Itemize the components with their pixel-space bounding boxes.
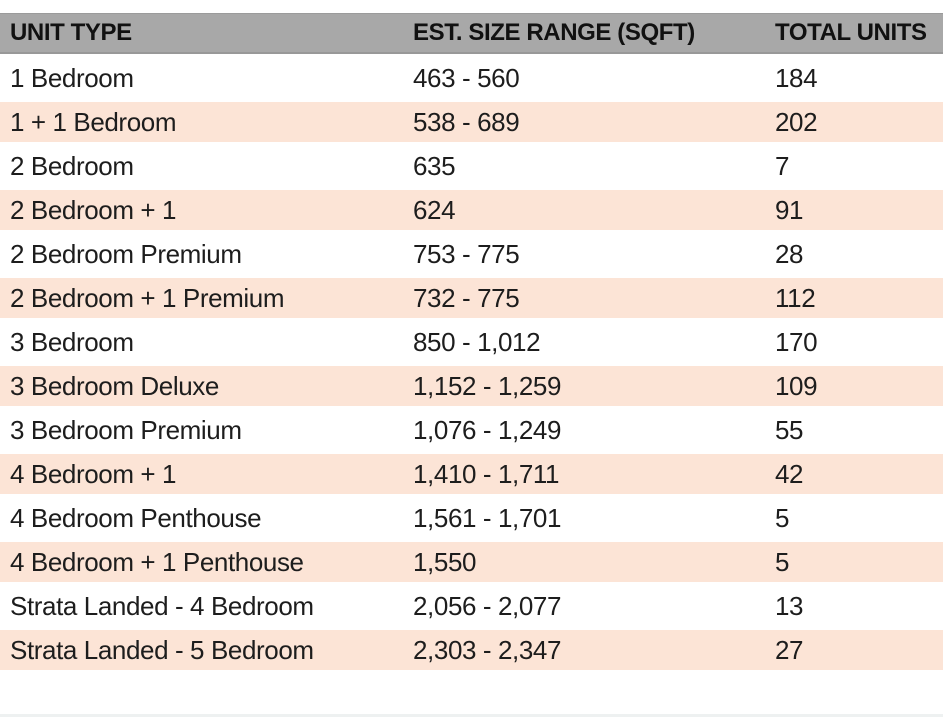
total-units-cell: 91 — [775, 194, 804, 225]
total-units-cell: 5 — [775, 502, 790, 533]
header-unit-type: UNIT TYPE — [10, 19, 132, 46]
table-row: 4 Bedroom + 1 1,410 - 1,711 42 — [0, 450, 943, 494]
unit-type-cell: 2 Bedroom + 1 Premium — [10, 282, 285, 313]
table-row: 4 Bedroom + 1 Penthouse 1,550 5 — [0, 538, 943, 582]
table-row: 3 Bedroom Premium 1,076 - 1,249 55 — [0, 406, 943, 450]
table-row: 3 Bedroom 850 - 1,012 170 — [0, 318, 943, 362]
table-row: 2 Bedroom + 1 624 91 — [0, 186, 943, 230]
total-units-cell: 184 — [775, 62, 818, 93]
unit-mix-table: UNIT TYPE EST. SIZE RANGE (SQFT) TOTAL U… — [0, 13, 943, 670]
unit-type-cell: 3 Bedroom — [10, 326, 134, 357]
table-row: 4 Bedroom Penthouse 1,561 - 1,701 5 — [0, 494, 943, 538]
table-row: 2 Bedroom + 1 Premium 732 - 775 112 — [0, 274, 943, 318]
size-range-cell: 1,550 — [413, 546, 477, 577]
size-range-cell: 1,561 - 1,701 — [413, 502, 562, 533]
size-range-cell: 1,076 - 1,249 — [413, 414, 562, 445]
table-row: Strata Landed - 5 Bedroom 2,303 - 2,347 … — [0, 626, 943, 670]
size-range-cell: 2,056 - 2,077 — [413, 590, 562, 621]
unit-type-cell: 2 Bedroom + 1 — [10, 194, 177, 225]
total-units-cell: 5 — [775, 546, 790, 577]
size-range-cell: 624 — [413, 194, 456, 225]
size-range-cell: 635 — [413, 150, 456, 181]
size-range-cell: 2,303 - 2,347 — [413, 634, 562, 665]
total-units-cell: 28 — [775, 238, 804, 269]
table-row: 1 Bedroom 463 - 560 184 — [0, 54, 943, 98]
unit-type-cell: Strata Landed - 4 Bedroom — [10, 590, 314, 621]
table-row: 1 + 1 Bedroom 538 - 689 202 — [0, 98, 943, 142]
size-range-cell: 732 - 775 — [413, 282, 520, 313]
total-units-cell: 42 — [775, 458, 804, 489]
total-units-cell: 109 — [775, 370, 818, 401]
table-row: 2 Bedroom 635 7 — [0, 142, 943, 186]
size-range-cell: 850 - 1,012 — [413, 326, 541, 357]
total-units-cell: 112 — [775, 282, 816, 313]
total-units-cell: 7 — [775, 150, 790, 181]
unit-type-cell: 2 Bedroom — [10, 150, 134, 181]
size-range-cell: 538 - 689 — [413, 106, 520, 137]
table-header-row: UNIT TYPE EST. SIZE RANGE (SQFT) TOTAL U… — [0, 13, 943, 54]
unit-type-cell: 4 Bedroom + 1 Penthouse — [10, 546, 304, 577]
total-units-cell: 13 — [775, 590, 804, 621]
table-row: 2 Bedroom Premium 753 - 775 28 — [0, 230, 943, 274]
header-size-range: EST. SIZE RANGE (SQFT) — [413, 19, 695, 46]
size-range-cell: 1,152 - 1,259 — [413, 370, 562, 401]
bottom-divider — [0, 714, 943, 717]
unit-type-cell: 4 Bedroom + 1 — [10, 458, 177, 489]
total-units-cell: 55 — [775, 414, 804, 445]
unit-type-cell: 3 Bedroom Premium — [10, 414, 242, 445]
size-range-cell: 753 - 775 — [413, 238, 520, 269]
header-total-units: TOTAL UNITS — [775, 19, 927, 46]
unit-type-cell: 1 + 1 Bedroom — [10, 106, 177, 137]
table-row: Strata Landed - 4 Bedroom 2,056 - 2,077 … — [0, 582, 943, 626]
unit-type-cell: 2 Bedroom Premium — [10, 238, 242, 269]
unit-type-cell: Strata Landed - 5 Bedroom — [10, 634, 314, 665]
total-units-cell: 202 — [775, 106, 818, 137]
unit-type-cell: 4 Bedroom Penthouse — [10, 502, 262, 533]
total-units-cell: 27 — [775, 634, 804, 665]
unit-type-cell: 1 Bedroom — [10, 62, 134, 93]
total-units-cell: 170 — [775, 326, 818, 357]
table-row: 3 Bedroom Deluxe 1,152 - 1,259 109 — [0, 362, 943, 406]
size-range-cell: 463 - 560 — [413, 62, 520, 93]
size-range-cell: 1,410 - 1,711 — [413, 458, 560, 489]
unit-type-cell: 3 Bedroom Deluxe — [10, 370, 219, 401]
